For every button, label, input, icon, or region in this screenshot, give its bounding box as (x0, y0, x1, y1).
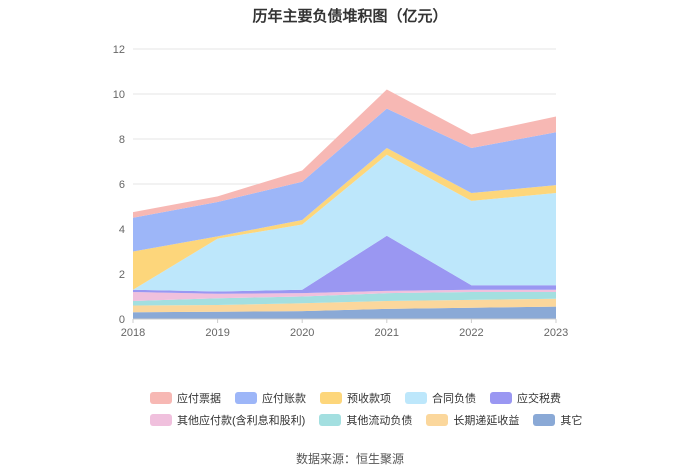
legend-item[interactable]: 应交税费 (490, 390, 561, 406)
legend-item[interactable]: 合同负债 (405, 390, 476, 406)
legend-label: 长期递延收益 (453, 415, 520, 427)
y-tick-label: 2 (119, 269, 125, 281)
legend-swatch (320, 392, 342, 404)
legend-item[interactable]: 其他流动负债 (319, 412, 412, 428)
x-tick-label: 2023 (544, 327, 568, 339)
x-tick-label: 2022 (459, 327, 483, 339)
area-series-7 (133, 108, 556, 252)
y-tick-label: 0 (119, 314, 125, 326)
legend-item[interactable]: 其它 (533, 412, 582, 428)
area-series-0 (133, 306, 556, 319)
legend-swatch (150, 392, 172, 404)
area-series-5 (133, 154, 556, 292)
x-tick-label: 2019 (205, 327, 229, 339)
legend-label: 合同负债 (432, 393, 476, 405)
legend-item[interactable]: 应付账款 (235, 390, 306, 406)
area-series-8 (133, 89, 556, 218)
legend-swatch (426, 414, 449, 426)
y-tick-label: 4 (119, 224, 125, 236)
y-tick-label: 8 (119, 134, 125, 146)
area-series-1 (133, 298, 556, 313)
legend-swatch (405, 392, 427, 404)
legend-item[interactable]: 应付票据 (150, 390, 221, 406)
legend-item[interactable]: 长期递延收益 (426, 412, 519, 428)
y-tick-label: 10 (113, 89, 125, 101)
legend-label: 其他应付款(含利息和股利) (177, 415, 306, 427)
legend-label: 应付票据 (177, 393, 221, 405)
legend-row: 其他应付款(含利息和股利) 其他流动负债 长期递延收益 其它 (150, 410, 582, 430)
y-tick-label: 12 (113, 44, 125, 56)
legend-swatch (533, 414, 556, 426)
area-series-2 (133, 292, 556, 306)
legend-item[interactable]: 其他应付款(含利息和股利) (150, 412, 305, 428)
y-tick-label: 6 (119, 179, 125, 191)
x-tick-label: 2018 (121, 327, 145, 339)
legend-swatch (319, 414, 342, 426)
chart-legend: 应付票据 应付账款 预收款项 合同负债 应交税费其他应付款(含利息和股利) 其他流动负债 长… (150, 388, 582, 432)
x-tick-label: 2021 (375, 327, 399, 339)
stacked-area-chart: 0 2 4 6 8 10 12 2018 2019 2020 2021 2022 2023 (113, 44, 568, 339)
legend-swatch (235, 392, 257, 404)
chart-title: 历年主要负债堆积图（亿元） (252, 8, 448, 25)
legend-label: 应交税费 (517, 393, 561, 405)
legend-swatch (490, 392, 512, 404)
area-series-4 (133, 235, 556, 294)
legend-label: 应付账款 (262, 393, 306, 405)
legend-swatch (150, 414, 172, 426)
legend-label: 其它 (560, 415, 583, 427)
data-source-note: 数据来源：恒生聚源 (295, 452, 404, 466)
legend-row: 应付票据 应付账款 预收款项 合同负债 应交税费 (150, 388, 570, 408)
area-series-6 (133, 148, 556, 290)
legend-item[interactable]: 预收款项 (320, 390, 391, 406)
x-tick-label: 2020 (290, 327, 314, 339)
legend-label: 其他流动负债 (346, 415, 413, 427)
legend-label: 预收款项 (347, 393, 391, 405)
